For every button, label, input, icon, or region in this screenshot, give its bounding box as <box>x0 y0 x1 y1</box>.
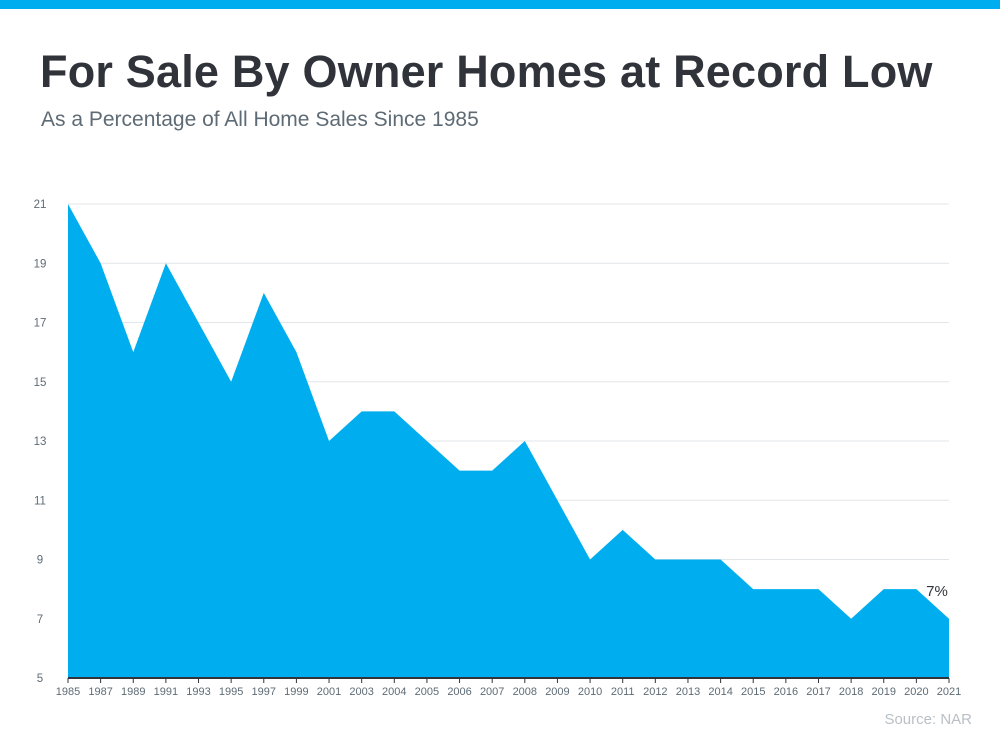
x-tick-label: 1985 <box>56 686 80 698</box>
x-tick-label: 2020 <box>904 686 928 698</box>
x-tick-label: 2007 <box>480 686 504 698</box>
x-tick-label: 1999 <box>284 686 308 698</box>
top-accent-bar <box>0 0 1000 9</box>
y-tick-label: 15 <box>34 377 47 389</box>
data-label: 7% <box>926 583 948 600</box>
x-tick-label: 2001 <box>317 686 341 698</box>
chart-title: For Sale By Owner Homes at Record Low <box>40 46 933 97</box>
x-tick-label: 2004 <box>382 686 406 698</box>
x-tick-label: 2019 <box>871 686 895 698</box>
x-tick-label: 2013 <box>676 686 700 698</box>
x-tick-label: 2014 <box>708 686 732 698</box>
x-tick-label: 2017 <box>806 686 830 698</box>
y-tick-label: 7 <box>37 614 43 626</box>
x-tick-label: 1991 <box>154 686 178 698</box>
chart-subtitle: As a Percentage of All Home Sales Since … <box>41 108 479 131</box>
x-tick-label: 2021 <box>937 686 961 698</box>
y-tick-label: 9 <box>37 555 43 567</box>
x-tick-label: 1987 <box>88 686 112 698</box>
x-tick-label: 1993 <box>186 686 210 698</box>
x-tick-label: 2011 <box>611 686 635 698</box>
x-tick-label: 2006 <box>447 686 471 698</box>
x-tick-label: 2003 <box>349 686 373 698</box>
x-tick-label: 2005 <box>415 686 439 698</box>
x-tick-label: 1989 <box>121 686 145 698</box>
x-tick-label: 1997 <box>252 686 276 698</box>
x-tick-label: 2009 <box>545 686 569 698</box>
y-tick-label: 17 <box>34 318 47 330</box>
y-tick-label: 19 <box>34 258 47 270</box>
x-tick-label: 2018 <box>839 686 863 698</box>
area-series <box>68 204 949 678</box>
x-tick-label: 2016 <box>774 686 798 698</box>
y-tick-label: 13 <box>34 436 47 448</box>
source-note: Source: NAR <box>884 711 972 728</box>
x-tick-label: 2012 <box>643 686 667 698</box>
x-tick-label: 2008 <box>513 686 537 698</box>
y-tick-label: 11 <box>34 495 46 507</box>
y-tick-label: 5 <box>37 673 43 685</box>
y-tick-label: 21 <box>34 199 47 211</box>
x-tick-label: 2015 <box>741 686 765 698</box>
x-tick-label: 2010 <box>578 686 602 698</box>
x-tick-label: 1995 <box>219 686 243 698</box>
